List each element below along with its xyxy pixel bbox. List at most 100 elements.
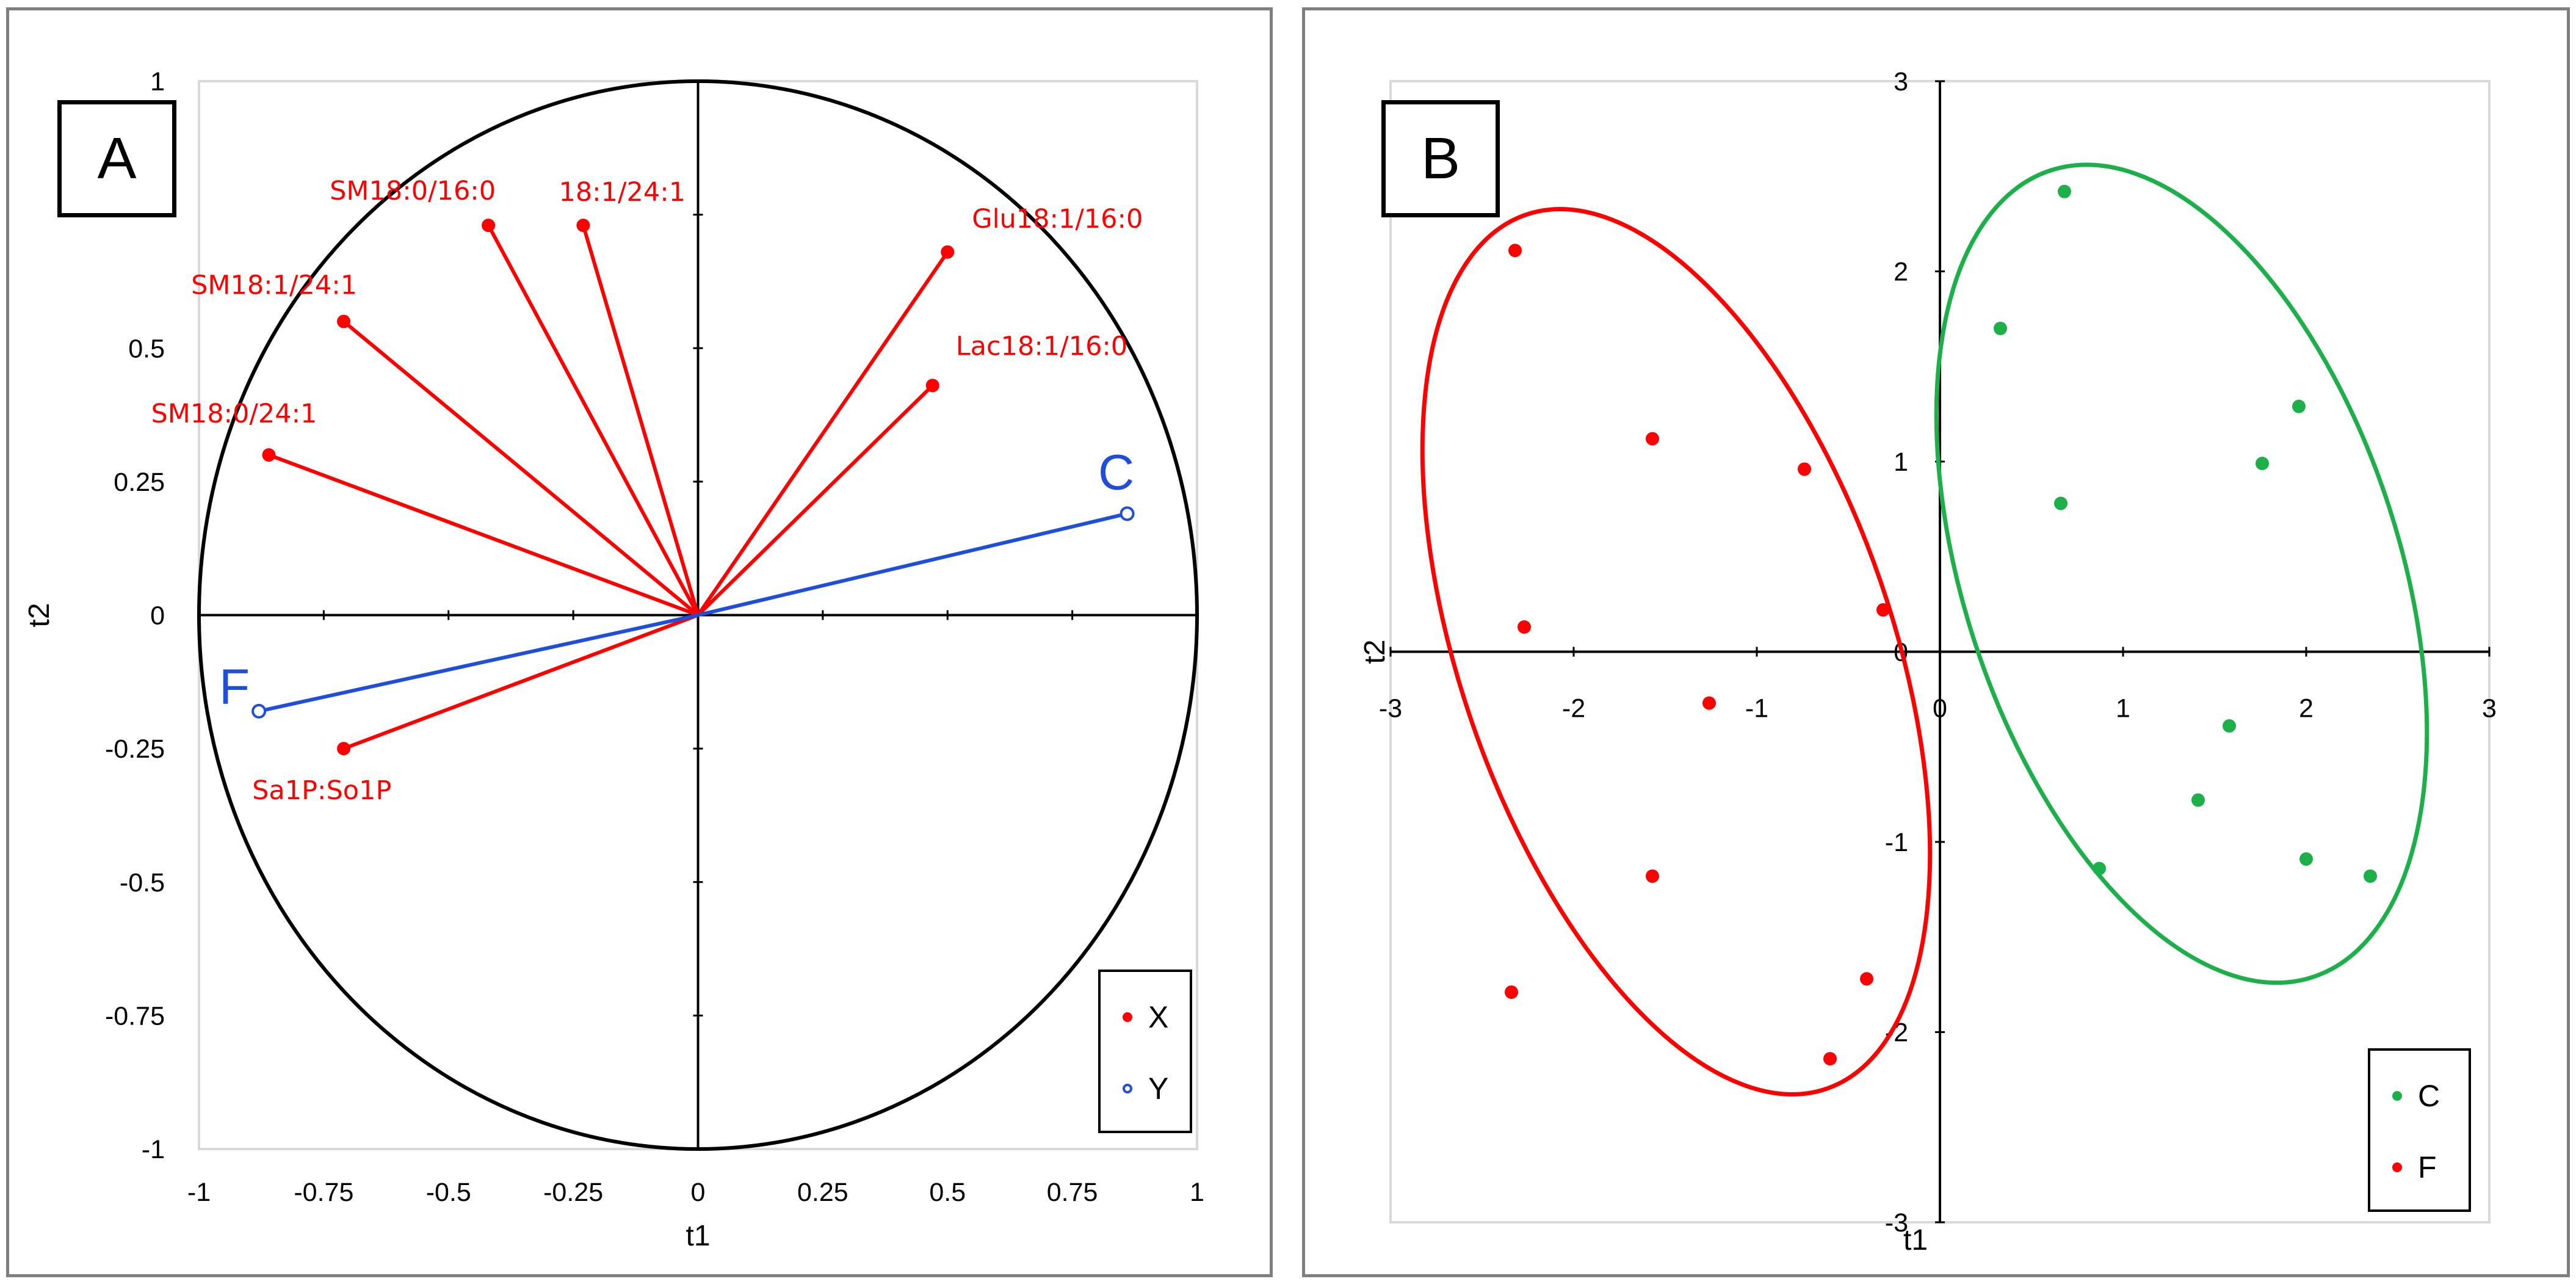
- point-c: [2299, 852, 2313, 866]
- point-label-y: F: [219, 659, 250, 715]
- legend-item-f: F: [2370, 1149, 2469, 1186]
- point-f: [1505, 985, 1518, 999]
- point-y: [1120, 506, 1135, 521]
- point-c: [2292, 399, 2306, 413]
- loading-vector-x: [696, 251, 949, 617]
- y-tick-label-a: -0.5: [120, 868, 165, 897]
- legend-label-f: F: [2418, 1150, 2437, 1184]
- point-c: [2256, 457, 2269, 471]
- confidence-ellipse-c: [1934, 162, 2429, 985]
- point-c: [2054, 496, 2068, 510]
- x-tick-label-a: -0.25: [543, 1178, 603, 1207]
- y-tick-label-b: 3: [1894, 67, 1908, 96]
- legend-marker-c: [2392, 1091, 2402, 1101]
- point-x: [576, 219, 590, 233]
- legend-item-x: X: [1101, 999, 1190, 1035]
- point-f: [1646, 432, 1659, 446]
- y-tick-label-a: 0.5: [128, 334, 165, 363]
- point-c: [2223, 719, 2236, 733]
- loading-vector-x: [268, 453, 699, 617]
- x-tick-label-b: -3: [1379, 694, 1402, 723]
- x-tick-label-b: 1: [2116, 694, 2130, 723]
- y-tick-label-a: 0: [150, 601, 165, 631]
- panel-a: -1 -0.75 -0.5 -0.25 0 0.25 0.5 0.75 1 -1 -0.75 -0.5…: [6, 7, 1273, 1277]
- x-tick-label-a: 0.25: [797, 1178, 848, 1207]
- x-tick-label-a: -1: [187, 1178, 211, 1207]
- point-c: [1994, 321, 2007, 335]
- point-x: [925, 379, 939, 393]
- x-tick-label-a: -0.75: [294, 1178, 353, 1207]
- loading-vector-y: [697, 512, 1128, 617]
- loading-vector-x: [696, 384, 934, 617]
- point-c: [2058, 184, 2071, 198]
- point-c: [2364, 869, 2377, 883]
- x-tick-label-b: 2: [2299, 694, 2314, 723]
- y-tick-label-a: -0.75: [105, 1001, 165, 1031]
- confidence-ellipse-f: [1420, 207, 1933, 1097]
- panel-b-tag: B: [1381, 100, 1500, 217]
- point-c: [2093, 861, 2106, 876]
- x-tick-label-b: -2: [1562, 694, 1585, 723]
- point-f: [1876, 603, 1890, 617]
- loading-vector-x: [343, 613, 699, 750]
- legend-label-y: Y: [1148, 1071, 1169, 1106]
- point-label-x: 18:1/24:1: [559, 177, 686, 208]
- legend-label-c: C: [2418, 1079, 2440, 1113]
- y-tick-label-a: 0.25: [114, 468, 165, 497]
- y-tick-label-a: -1: [142, 1135, 165, 1164]
- y-tick-label-b: -1: [1885, 828, 1908, 857]
- y-tick-label-b: 2: [1894, 258, 1908, 287]
- x-axis-title-b: t1: [1903, 1224, 1928, 1256]
- loading-vector-y: [258, 613, 699, 713]
- point-x: [262, 448, 276, 462]
- point-label-x: SM18:1/24:1: [191, 270, 357, 301]
- legend-b: C F: [2368, 1048, 2471, 1212]
- y-tick-label-a: -0.25: [105, 734, 165, 764]
- point-f: [1823, 1052, 1837, 1066]
- point-f: [1508, 244, 1522, 258]
- x-axis-title-a: t1: [686, 1220, 710, 1252]
- chart-a-svg: -1 -0.75 -0.5 -0.25 0 0.25 0.5 0.75 1 -1 -0.75 -0.5…: [23, 67, 1204, 1252]
- point-f: [1860, 972, 1873, 986]
- x-tick-label-b: 3: [2482, 694, 2497, 723]
- panel-a-tag: A: [57, 100, 176, 217]
- x-tick-label-a: 0: [691, 1178, 706, 1207]
- point-c: [2191, 793, 2205, 807]
- x-tick-label-a: 1: [1190, 1178, 1204, 1207]
- legend-item-y: Y: [1101, 1070, 1190, 1107]
- legend-marker-f: [2392, 1162, 2402, 1172]
- point-label-y: C: [1098, 444, 1134, 500]
- point-x: [482, 219, 496, 233]
- loading-vector-x: [342, 320, 700, 617]
- legend-marker-x: [1123, 1012, 1132, 1022]
- y-tick-label-b: 1: [1894, 448, 1908, 477]
- loading-vector-x: [581, 225, 700, 616]
- x-tick-label-a: 0.5: [929, 1178, 966, 1207]
- point-f: [1518, 620, 1531, 634]
- point-f: [1798, 462, 1811, 476]
- legend-marker-y: [1123, 1084, 1132, 1093]
- panel-b: -3 -2 -1 0 1 2 3 -3 -2 -1 0 1 2 3 t1 t2 B C F: [1302, 7, 2570, 1277]
- x-tick-label-a: -0.5: [426, 1178, 471, 1207]
- point-x: [337, 742, 351, 756]
- point-label-x: Lac18:1/16:0: [956, 331, 1128, 361]
- point-f: [1646, 869, 1659, 883]
- y-tick-label-a: 1: [150, 67, 165, 96]
- point-label-x: SM18:0/24:1: [151, 399, 317, 429]
- legend-a: X Y: [1098, 970, 1192, 1133]
- point-f: [1702, 696, 1716, 710]
- legend-item-c: C: [2370, 1078, 2469, 1114]
- point-label-x: SM18:0/16:0: [330, 176, 496, 206]
- legend-label-x: X: [1148, 1000, 1169, 1034]
- point-x: [337, 314, 351, 328]
- point-x: [941, 245, 955, 259]
- point-label-x: Glu18:1/16:0: [972, 204, 1143, 234]
- point-label-x: Sa1P:So1P: [252, 775, 391, 806]
- x-tick-label-b: -1: [1745, 694, 1768, 723]
- x-tick-label-b: 0: [1933, 694, 1947, 723]
- x-tick-label-a: 0.75: [1047, 1178, 1098, 1207]
- y-axis-title-a: t2: [23, 603, 56, 627]
- y-tick-label-b: -3: [1885, 1208, 1908, 1238]
- loading-vector-x: [487, 224, 700, 616]
